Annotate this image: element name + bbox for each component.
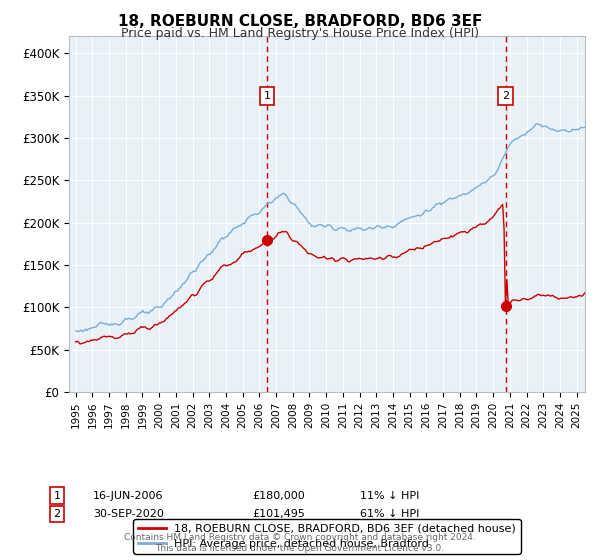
Legend: 18, ROEBURN CLOSE, BRADFORD, BD6 3EF (detached house), HPI: Average price, detac: 18, ROEBURN CLOSE, BRADFORD, BD6 3EF (de… [133, 519, 521, 554]
Text: Price paid vs. HM Land Registry's House Price Index (HPI): Price paid vs. HM Land Registry's House … [121, 27, 479, 40]
Text: 30-SEP-2020: 30-SEP-2020 [93, 509, 164, 519]
Text: 16-JUN-2006: 16-JUN-2006 [93, 491, 163, 501]
Text: £180,000: £180,000 [252, 491, 305, 501]
Text: Contains HM Land Registry data © Crown copyright and database right 2024.
This d: Contains HM Land Registry data © Crown c… [124, 533, 476, 553]
Text: 2: 2 [502, 91, 509, 101]
Text: 18, ROEBURN CLOSE, BRADFORD, BD6 3EF: 18, ROEBURN CLOSE, BRADFORD, BD6 3EF [118, 14, 482, 29]
Text: 1: 1 [53, 491, 61, 501]
Text: 2: 2 [53, 509, 61, 519]
Text: 11% ↓ HPI: 11% ↓ HPI [360, 491, 419, 501]
Text: 61% ↓ HPI: 61% ↓ HPI [360, 509, 419, 519]
Text: £101,495: £101,495 [252, 509, 305, 519]
Text: 1: 1 [263, 91, 271, 101]
